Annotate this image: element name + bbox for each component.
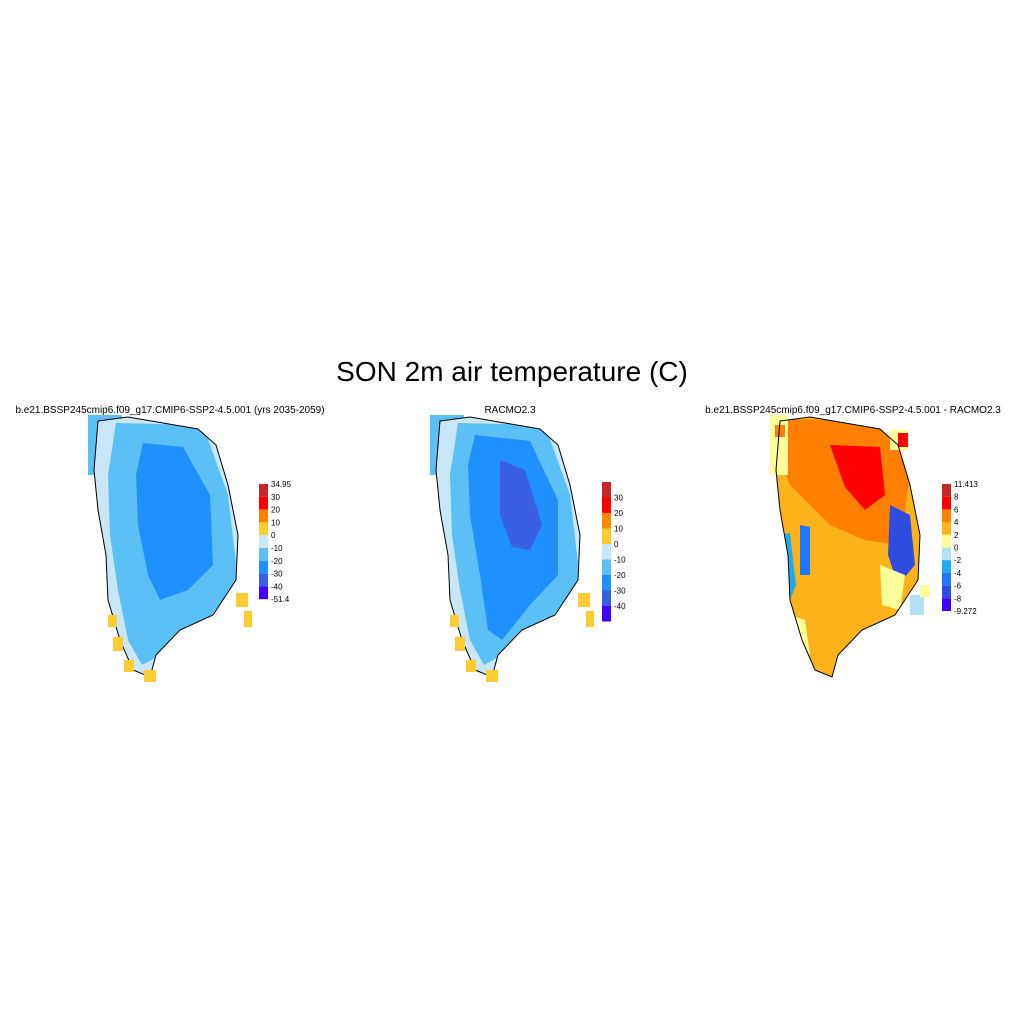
panel-1-title: b.e21.BSSP245cmip6.f09_g17.CMIP6-SSP2-4.…	[15, 405, 325, 416]
colorbar-box	[259, 509, 268, 523]
colorbar-box	[942, 496, 951, 510]
colorbar-label: -20	[614, 571, 626, 580]
colorbar-label: -40	[271, 582, 283, 591]
colorbar-box	[259, 522, 268, 536]
colorbar-label: 20	[271, 506, 280, 515]
colorbar-box	[602, 482, 611, 498]
colorbar-box	[942, 547, 951, 561]
colorbar-box	[942, 585, 951, 599]
colorbar-label: 11.413	[954, 480, 978, 489]
colorbar-label: -10	[271, 544, 283, 553]
panel-2-colorbar: 30 20 10 0 -10 -20 -30 -40	[602, 482, 626, 622]
colorbar-label: 4	[954, 518, 959, 527]
panel-3-field	[776, 417, 920, 677]
colorbar-box	[259, 535, 268, 548]
colorbar-label: -8	[954, 594, 962, 603]
colorbar-box	[942, 598, 951, 611]
colorbar-box	[602, 575, 611, 591]
colorbar-label: -10	[614, 556, 626, 565]
colorbar-box	[942, 522, 951, 535]
figure-title: SON 2m air temperature (C)	[336, 356, 688, 387]
colorbar-label: 34.95	[271, 480, 292, 489]
coastal-warm-cells	[450, 593, 594, 682]
colorbar-label: -9.272	[954, 607, 977, 616]
panel-1-map	[88, 415, 252, 682]
colorbar-box	[259, 496, 268, 510]
colorbar-label: -30	[614, 587, 626, 596]
panel-3-outer-cells	[770, 415, 930, 615]
panel-3-title: b.e21.BSSP245cmip6.f09_g17.CMIP6-SSP2-4.…	[705, 405, 1001, 416]
colorbar-label: 0	[614, 540, 619, 549]
colorbar-label: 2	[954, 531, 959, 540]
colorbar-box	[942, 560, 951, 573]
panel-2-field	[436, 417, 580, 677]
colorbar-box	[942, 509, 951, 523]
colorbar-box	[942, 534, 951, 548]
colorbar-label: -6	[954, 582, 962, 591]
colorbar-label: 30	[271, 493, 280, 502]
colorbar-label: 30	[614, 494, 623, 503]
panel-1-colorbar: 34.95 30 20 10 0 -10 -20 -30 -40 -51.4	[259, 480, 292, 604]
colorbar-box	[602, 606, 611, 622]
colorbar-box	[942, 484, 951, 497]
colorbar-box	[259, 586, 268, 600]
colorbar-box	[259, 484, 268, 497]
panel-3-colorbar: 11.413 8 6 4 2 0 -2 -4 -6 -8 -9.272	[942, 480, 978, 616]
colorbar-box	[602, 590, 611, 606]
colorbar-box	[602, 528, 611, 544]
panel-1-field	[94, 417, 238, 677]
colorbar-box	[602, 497, 611, 513]
coastal-warm-cells	[108, 593, 252, 682]
colorbar-box	[602, 559, 611, 575]
colorbar-label: -4	[954, 569, 962, 578]
colorbar-label: 0	[954, 544, 959, 553]
colorbar-box	[259, 560, 268, 574]
panel-2-map	[430, 415, 594, 682]
colorbar-label: 8	[954, 493, 959, 502]
colorbar-label: 20	[614, 509, 623, 518]
colorbar-label: -40	[614, 602, 626, 611]
panel-2-title: RACMO2.3	[484, 405, 536, 416]
colorbar-label: 10	[271, 518, 280, 527]
colorbar-box	[942, 572, 951, 586]
panel-3-map	[770, 415, 930, 678]
colorbar-box	[259, 548, 268, 561]
colorbar-box	[602, 544, 611, 560]
colorbar-label: -20	[271, 557, 283, 566]
colorbar-label: 6	[954, 505, 959, 514]
colorbar-label: -30	[271, 570, 283, 579]
colorbar-label: -2	[954, 556, 962, 565]
colorbar-label: -51.4	[271, 595, 290, 604]
colorbar-box	[259, 573, 268, 587]
colorbar-label: 0	[271, 531, 276, 540]
colorbar-box	[602, 513, 611, 529]
colorbar-label: 10	[614, 525, 623, 534]
